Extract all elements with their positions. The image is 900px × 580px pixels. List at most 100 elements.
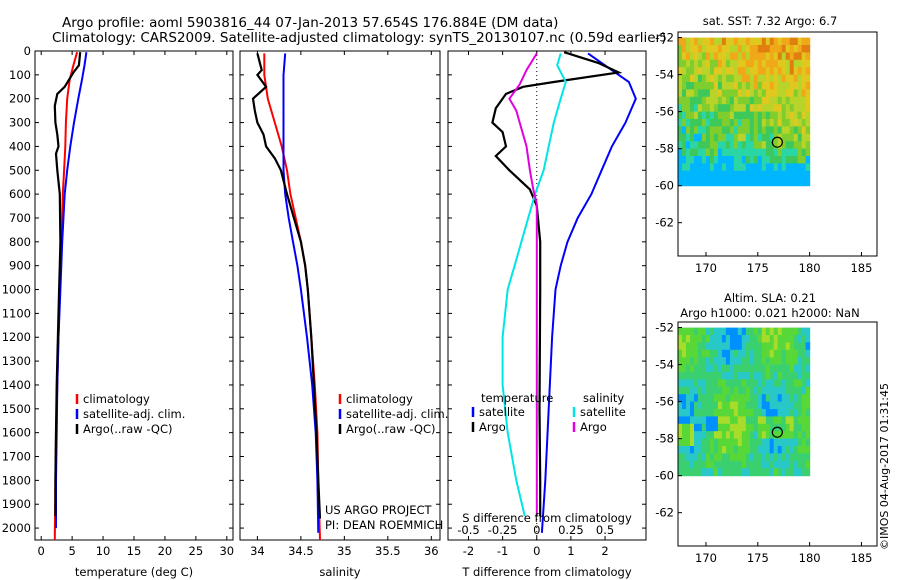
legend-label: climatology xyxy=(83,392,150,406)
heat-cell xyxy=(801,394,807,403)
heat-cell xyxy=(701,133,707,142)
heat-cell xyxy=(705,67,711,76)
heat-cell xyxy=(694,335,699,343)
heat-cell xyxy=(769,170,775,179)
y-tick-label: -54 xyxy=(655,68,674,82)
heat-cell xyxy=(741,163,747,172)
heat-cell xyxy=(678,89,683,98)
heat-cell xyxy=(789,119,795,127)
heat-cell xyxy=(725,82,731,90)
heat-cell xyxy=(697,119,703,127)
heat-cell xyxy=(717,148,723,157)
legend-label: Argo xyxy=(479,420,506,434)
heat-cell xyxy=(682,364,687,373)
heat-cell xyxy=(793,372,799,380)
heat-cell xyxy=(757,438,763,447)
heat-cell xyxy=(793,349,799,358)
argo-position-marker xyxy=(771,136,783,148)
heat-cell xyxy=(686,74,691,83)
heat-cell xyxy=(785,52,791,61)
y-tick-label: 100 xyxy=(9,68,31,82)
heat-cell xyxy=(678,82,683,90)
heat-cell xyxy=(717,423,723,432)
heat-cell xyxy=(694,96,699,105)
heat-cell xyxy=(761,89,767,98)
heat-cell xyxy=(757,453,763,462)
heat-cell xyxy=(701,45,707,53)
heat-cell xyxy=(725,89,731,98)
heat-cell xyxy=(753,409,759,417)
heat-cell xyxy=(701,379,707,388)
heat-cell xyxy=(777,156,783,164)
plot-frame xyxy=(447,50,647,541)
heat-cell xyxy=(733,89,739,98)
heat-cell xyxy=(745,178,751,187)
top-x-tick-label: 0.25 xyxy=(558,523,584,537)
heat-cell xyxy=(801,335,807,343)
project-label: US ARGO PROJECT xyxy=(325,503,433,517)
heat-cell xyxy=(793,74,799,83)
heat-cell xyxy=(694,438,699,447)
heat-cell xyxy=(761,126,767,135)
heat-cell xyxy=(697,133,703,142)
heat-cell xyxy=(745,126,751,135)
heat-cell xyxy=(769,119,775,127)
heat-cell xyxy=(757,156,763,164)
heat-cell xyxy=(753,342,759,351)
heat-cell xyxy=(745,394,751,403)
heat-cell xyxy=(705,423,711,432)
heat-cell xyxy=(721,170,727,179)
heat-cell xyxy=(757,409,763,417)
heat-cell xyxy=(690,104,695,113)
heat-cell xyxy=(781,133,787,142)
heat-cell xyxy=(805,342,811,351)
heat-cell xyxy=(705,89,711,98)
heat-cell xyxy=(793,327,799,336)
heat-cell xyxy=(721,468,727,477)
x-axis-label: temperature (deg C) xyxy=(75,565,193,579)
heat-cell xyxy=(686,126,691,135)
heat-cell xyxy=(785,119,791,127)
heat-cell xyxy=(769,349,775,358)
heat-cell xyxy=(785,37,791,46)
heat-cell xyxy=(733,379,739,388)
heat-cell xyxy=(729,401,735,410)
heat-cell xyxy=(697,468,703,477)
heat-cell xyxy=(761,133,767,142)
heat-cell xyxy=(737,364,743,373)
heat-cell xyxy=(709,460,715,469)
heat-cell xyxy=(694,431,699,440)
y-tick-label: 1100 xyxy=(2,306,31,320)
heat-cell xyxy=(709,82,715,90)
heat-cell xyxy=(678,178,683,187)
heat-cell xyxy=(697,416,703,425)
heat-cell xyxy=(686,342,691,351)
heat-cell xyxy=(781,178,787,187)
heat-cell xyxy=(678,52,683,61)
heat-cell xyxy=(777,119,783,127)
heat-cell xyxy=(797,141,803,150)
heat-cell xyxy=(793,37,799,46)
heat-cell xyxy=(797,74,803,83)
heat-cell xyxy=(777,67,783,76)
heat-cell xyxy=(686,431,691,440)
y-tick-label: 1400 xyxy=(2,378,31,392)
heat-cell xyxy=(733,468,739,477)
heat-cell xyxy=(781,74,787,83)
heat-cell xyxy=(749,148,755,157)
heat-cell xyxy=(753,386,759,395)
heat-cell xyxy=(805,357,811,366)
x-tick-label: 180 xyxy=(799,261,821,275)
heat-cell xyxy=(793,335,799,343)
heat-cell xyxy=(785,156,791,164)
heat-cell xyxy=(709,379,715,388)
heat-cell xyxy=(765,52,771,61)
heat-cell xyxy=(713,111,719,120)
heat-cell xyxy=(717,141,723,150)
heat-cell xyxy=(721,460,727,469)
heat-cell xyxy=(773,453,779,462)
heat-cell xyxy=(725,45,731,53)
heat-cell xyxy=(717,163,723,172)
heat-cell xyxy=(781,372,787,380)
heat-cell xyxy=(694,379,699,388)
